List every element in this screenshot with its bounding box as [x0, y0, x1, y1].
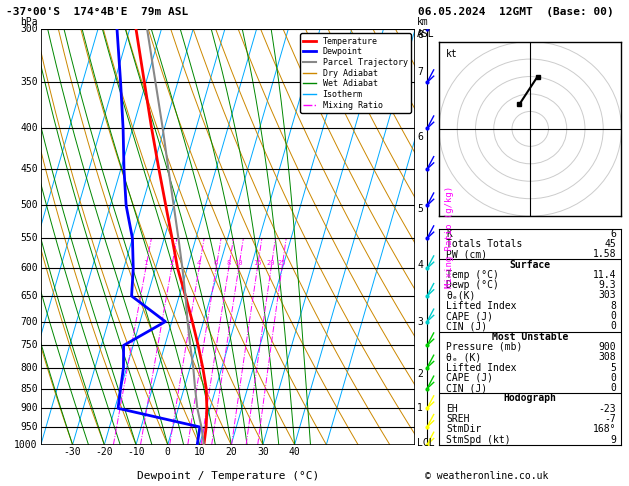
Text: 10: 10 [194, 447, 205, 457]
Text: 450: 450 [20, 164, 38, 174]
Text: 900: 900 [598, 342, 616, 352]
Text: CIN (J): CIN (J) [447, 383, 487, 393]
Text: ASL: ASL [417, 29, 435, 39]
Text: 5: 5 [610, 363, 616, 373]
Text: CAPE (J): CAPE (J) [447, 311, 493, 321]
Text: 10: 10 [235, 260, 243, 266]
Text: 900: 900 [20, 403, 38, 413]
Text: 550: 550 [20, 233, 38, 243]
Text: 15: 15 [253, 260, 262, 266]
Text: 1: 1 [417, 403, 423, 413]
Text: 06.05.2024  12GMT  (Base: 00): 06.05.2024 12GMT (Base: 00) [418, 7, 614, 17]
Text: © weatheronline.co.uk: © weatheronline.co.uk [425, 471, 548, 481]
Text: 20: 20 [225, 447, 237, 457]
Text: 5: 5 [417, 204, 423, 214]
Text: 303: 303 [598, 291, 616, 300]
Text: 25: 25 [277, 260, 286, 266]
Text: K: K [447, 229, 452, 239]
Text: 850: 850 [20, 383, 38, 394]
Text: 700: 700 [20, 316, 38, 327]
Text: 0: 0 [165, 447, 170, 457]
Text: Surface: Surface [509, 260, 551, 270]
Text: 8: 8 [610, 301, 616, 311]
Text: Lifted Index: Lifted Index [447, 363, 517, 373]
Text: -20: -20 [96, 447, 113, 457]
Text: 4: 4 [417, 260, 423, 271]
Text: 8: 8 [417, 30, 423, 40]
Text: 950: 950 [20, 422, 38, 432]
Text: 20: 20 [267, 260, 276, 266]
Text: CAPE (J): CAPE (J) [447, 373, 493, 383]
Text: 9.3: 9.3 [598, 280, 616, 290]
Text: 4: 4 [197, 260, 201, 266]
Text: SREH: SREH [447, 414, 470, 424]
Text: 400: 400 [20, 123, 38, 134]
Text: 308: 308 [598, 352, 616, 362]
Text: θₑ(K): θₑ(K) [447, 291, 476, 300]
Text: StmSpd (kt): StmSpd (kt) [447, 434, 511, 445]
Text: 8: 8 [226, 260, 231, 266]
Text: kt: kt [447, 49, 458, 59]
Text: 650: 650 [20, 291, 38, 301]
Text: CIN (J): CIN (J) [447, 321, 487, 331]
Text: θₑ (K): θₑ (K) [447, 352, 482, 362]
Text: 0: 0 [610, 383, 616, 393]
Text: 800: 800 [20, 363, 38, 373]
Text: 40: 40 [289, 447, 301, 457]
Text: -7: -7 [604, 414, 616, 424]
Text: 1000: 1000 [14, 440, 38, 450]
Legend: Temperature, Dewpoint, Parcel Trajectory, Dry Adiabat, Wet Adiabat, Isotherm, Mi: Temperature, Dewpoint, Parcel Trajectory… [300, 34, 411, 113]
Text: 6: 6 [610, 229, 616, 239]
Text: Totals Totals: Totals Totals [447, 239, 523, 249]
Text: -10: -10 [127, 447, 145, 457]
Text: 6: 6 [417, 132, 423, 142]
Text: 2: 2 [417, 369, 423, 379]
Text: Mixing Ratio (g/kg): Mixing Ratio (g/kg) [445, 186, 454, 288]
Text: -30: -30 [64, 447, 81, 457]
Text: 2: 2 [169, 260, 174, 266]
Text: -37°00'S  174°4B'E  79m ASL: -37°00'S 174°4B'E 79m ASL [6, 7, 189, 17]
Text: 1: 1 [143, 260, 148, 266]
Text: Most Unstable: Most Unstable [492, 331, 569, 342]
Text: Lifted Index: Lifted Index [447, 301, 517, 311]
Text: 350: 350 [20, 77, 38, 87]
Text: StmDir: StmDir [447, 424, 482, 434]
Text: Dewp (°C): Dewp (°C) [447, 280, 499, 290]
Text: hPa: hPa [20, 17, 38, 27]
Text: 11.4: 11.4 [593, 270, 616, 280]
Text: 0: 0 [610, 373, 616, 383]
Text: -23: -23 [598, 404, 616, 414]
Text: 0: 0 [610, 311, 616, 321]
Text: Pressure (mb): Pressure (mb) [447, 342, 523, 352]
Text: PW (cm): PW (cm) [447, 249, 487, 260]
Text: Dewpoint / Temperature (°C): Dewpoint / Temperature (°C) [137, 471, 319, 481]
Text: 45: 45 [604, 239, 616, 249]
Text: 750: 750 [20, 340, 38, 350]
Text: EH: EH [447, 404, 458, 414]
Text: km: km [417, 17, 429, 27]
Text: 168°: 168° [593, 424, 616, 434]
Text: 1.58: 1.58 [593, 249, 616, 260]
Text: 3: 3 [417, 316, 423, 327]
Text: 600: 600 [20, 263, 38, 274]
Text: 0: 0 [610, 321, 616, 331]
Text: 6: 6 [214, 260, 218, 266]
Text: 9: 9 [610, 434, 616, 445]
Text: LCL: LCL [417, 438, 435, 448]
Text: Hodograph: Hodograph [504, 393, 557, 403]
Text: 300: 300 [20, 24, 38, 34]
Text: 7: 7 [417, 68, 423, 77]
Text: 500: 500 [20, 200, 38, 210]
Text: 30: 30 [257, 447, 269, 457]
Text: Temp (°C): Temp (°C) [447, 270, 499, 280]
